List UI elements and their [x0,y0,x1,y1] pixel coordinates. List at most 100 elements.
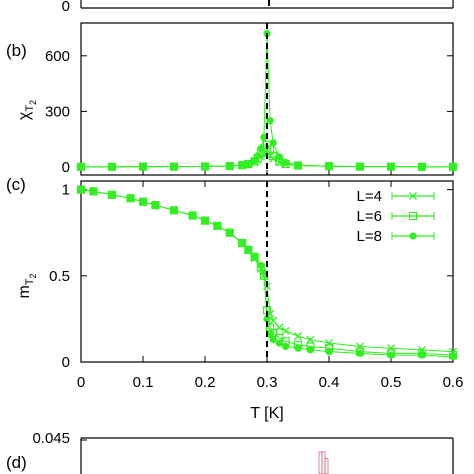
panel-c-xtick-label: 0.2 [195,374,216,391]
panel-b-point-L=8 [77,163,85,171]
panel-c-point-L=4 [356,342,364,351]
panel-c-ytick-label: 0.5 [49,268,70,285]
panel-b-ytick-label: 0 [62,159,70,176]
panel-c-point-L=8 [151,201,159,209]
panel-d-bars [318,451,329,474]
panel-b-label: (b) [6,41,27,60]
panel-c-ticks: 0 0.5 1 0 0.1 0.2 0.3 0.4 0.5 0.6 [49,181,463,391]
panel-b-ylabel: χT2 [16,100,38,120]
panel-c-xtick-label: 0.6 [443,374,464,391]
legend-marker-L=8 [409,232,417,240]
legend-label-L=8: L=8 [357,228,382,245]
panel-c-point-L=4 [281,327,290,335]
panel-c-point-L=8 [269,335,277,344]
panel-b-point-L=8 [201,162,209,171]
panel-c-point-L=4 [387,344,395,353]
panel-b-point-L=8 [282,158,290,166]
panel-b-point-L=8 [387,163,395,171]
panel-c-ylabel: mT2 [16,273,38,298]
panel-d-bar [324,458,329,474]
panel-c-point-L=4 [325,339,333,347]
panel-b-point-L=8 [449,163,457,171]
panel-c-point-L=8 [139,198,147,206]
panel-c-point-L=4 [269,316,278,325]
panel-c-xtick-label: 0.4 [319,374,340,391]
panel-c-xtick-label: 0.5 [381,374,402,391]
panel-c-point-L=8 [170,206,178,214]
panel-c-point-L=8 [127,194,135,202]
panel-b-point-L=8 [254,152,262,160]
panel-c-magnetization: (c) mT2 00.510 0.1 0.2 0.3 0.4 0.5 0.6 L=4L=6L… [6,175,463,422]
panel-c-point-L=4 [306,335,315,344]
panel-c-point-L=8 [449,353,457,361]
panel-c-point-L=8 [260,268,268,276]
panel-b-ytick-label: 300 [45,103,70,120]
panel-c-point-L=8 [356,349,364,357]
panel-b-point-L=8 [294,161,302,169]
panel-b-point-L=8 [418,163,426,171]
panel-c-point-L=8 [201,217,209,225]
panel-c-point-L=8 [275,339,283,347]
panel-b-ylabel-main: χ [16,111,33,120]
panel-c-label: (c) [6,175,26,194]
panel-c-line-L=8 [80,189,454,358]
legend-marker-L=4 [409,192,417,200]
panel-c-legend: L=4 L=6 L=8 [357,188,435,245]
panel-b-ylabel-subsub: 2 [28,100,38,105]
panel-b-point-L=8 [257,144,265,153]
legend-marker-L=6 [408,211,418,221]
panel-b-ylabel-sub: T [24,105,36,112]
panel-b-point-L=8 [238,161,246,169]
panel-c-point-L=8 [226,229,234,237]
panel-c-point-L=8 [263,315,271,323]
top-panel-ytick-label: 0 [62,0,70,15]
panel-b-ticks: 0 300 600 [45,48,454,176]
panel-c-point-L=8 [306,346,314,354]
panel-c-point-L=4 [294,332,302,341]
svg-text:mT2: mT2 [16,273,38,298]
panel-c-xtick-label: 0.3 [257,374,278,391]
panel-c-point-L=8 [77,186,85,194]
legend-label-L=4: L=4 [357,188,382,205]
panel-c-point-L=8 [282,342,290,351]
panel-c-point-L=8 [387,351,395,359]
panel-b-point-L=8 [139,163,147,171]
panel-c-ylabel-subsub: 2 [28,273,38,278]
panel-b-point-L=8 [170,163,178,171]
panel-c-ylabel-main: m [16,285,33,298]
panel-b-point-L=8 [226,162,234,170]
panel-c-marks [76,185,458,361]
panel-b-ytick-label: 600 [45,48,70,65]
x-axis-label: T [K] [250,405,284,422]
panel-b-point-L=8 [356,163,364,171]
panel-b-point-L=8 [108,163,116,171]
svg-text:χT2: χT2 [16,100,38,120]
panel-b-point-L=8 [275,153,283,161]
panel-c-point-L=8 [89,187,97,195]
panel-c-point-L=8 [294,344,302,352]
panel-d-bar [321,451,326,474]
panel-c-point-L=8 [244,246,252,254]
panel-c-ytick-label: 0 [62,354,70,371]
panel-c-point-L=8 [257,261,265,270]
panel-b-chi: (b) χT2 0 300 600 [6,22,458,176]
panel-c-point-L=8 [238,239,246,247]
panel-c-ytick-label: 1 [62,182,70,199]
panel-c-point-L=8 [213,222,221,230]
legend-label-L=6: L=6 [357,208,382,225]
panel-b-point-L=8 [260,133,268,141]
top-panel-remnant: 0 [62,0,454,15]
panel-d-ytick-label: 0.045 [32,430,70,447]
panel-b-point-L=8 [244,160,252,168]
panel-b-point-L=8 [266,117,274,125]
panel-c-point-L=8 [266,330,274,339]
panel-c-point-L=8 [251,253,259,261]
panel-c-xtick-label: 0.1 [133,374,154,391]
panel-b-marks [76,29,458,171]
panel-c-xtick-label: 0 [77,374,85,391]
panel-c-point-L=8 [325,348,333,356]
panel-b-point-L=8 [269,139,277,147]
panel-c-point-L=8 [108,191,116,199]
panel-c-point-L=8 [418,351,426,359]
